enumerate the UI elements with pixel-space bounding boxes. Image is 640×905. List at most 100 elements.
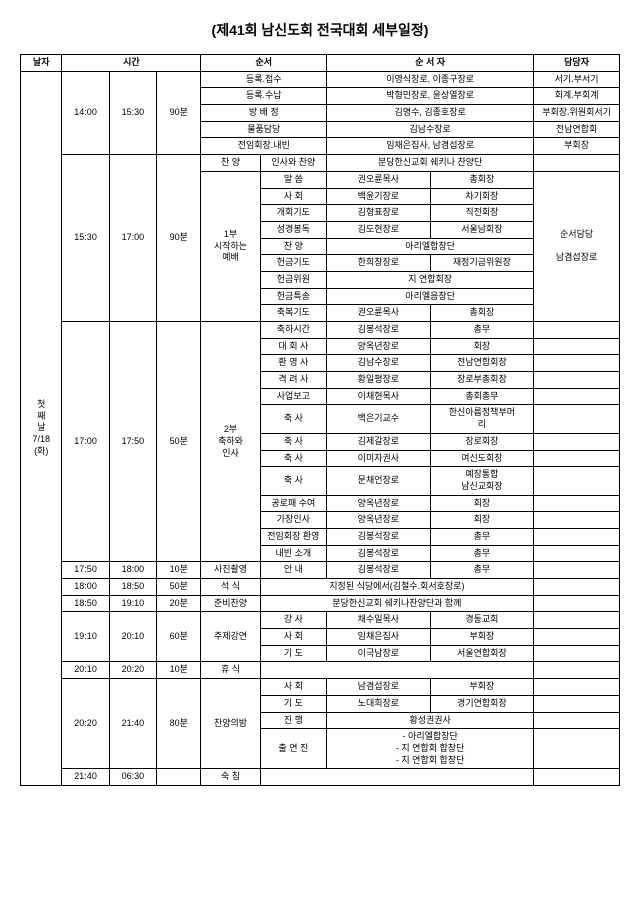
order-sub: 사 회	[260, 629, 327, 646]
order-sub: 개회기도	[260, 205, 327, 222]
presenter2: 직전회장	[430, 205, 534, 222]
time-dur: 60분	[157, 612, 201, 662]
order-main: 찬 양	[201, 155, 260, 172]
time-start: 20:10	[62, 662, 109, 679]
order-main: 2부축하와인사	[201, 322, 260, 562]
manager	[534, 679, 620, 696]
presenter: 분당한신교회 쉐키나 찬양단	[327, 155, 534, 172]
presenter	[260, 769, 534, 786]
order-main: 주제강연	[201, 612, 260, 662]
table-row: 20:2021:4080분찬양의밤사 회남겸섭장로부회장	[21, 679, 620, 696]
presenter: 황일평장로	[327, 372, 431, 389]
presenter: 노대희장로	[327, 695, 431, 712]
order-sub: 대 회 사	[260, 338, 327, 355]
h-date: 날자	[21, 55, 62, 72]
order-main: 숙 침	[201, 769, 260, 786]
order-main: 휴 식	[201, 662, 260, 679]
time-end: 06:30	[109, 769, 156, 786]
order-sub: 물품담당	[201, 121, 327, 138]
manager	[534, 388, 620, 405]
presenter: 박형민장로, 윤상열장로	[327, 88, 534, 105]
presenter2: 한신아름정책부머리	[430, 405, 534, 433]
page-title: (제41회 남신도회 전국대회 세부일정)	[20, 20, 620, 40]
presenter2: 전남연합회장	[430, 355, 534, 372]
presenter: 김제갈장로	[327, 433, 431, 450]
time-start: 14:00	[62, 71, 109, 154]
order-sub: 환 영 사	[260, 355, 327, 372]
order-sub: 헌금위원	[260, 271, 327, 288]
order-sub: 가장인사	[260, 512, 327, 529]
time-dur: 10분	[157, 562, 201, 579]
manager: 부회장	[534, 138, 620, 155]
time-end: 18:50	[109, 579, 156, 596]
presenter: 아리엘합창단	[327, 238, 534, 255]
presenter2: 회장	[430, 495, 534, 512]
presenter: 임채은집사, 남겸섭장로	[327, 138, 534, 155]
presenter: 아리엘음창단	[327, 288, 534, 305]
time-dur: 50분	[157, 322, 201, 562]
presenter: 김남수장로	[327, 355, 431, 372]
presenter2: 서울연합회장	[430, 645, 534, 662]
presenter: 황성권권사	[327, 712, 534, 729]
manager	[534, 712, 620, 729]
manager: 부회장.위원회서기	[534, 105, 620, 122]
manager	[534, 495, 620, 512]
order-sub: 사 회	[260, 188, 327, 205]
h-time: 시간	[62, 55, 201, 72]
presenter2: 재정기금위원장	[430, 255, 534, 272]
manager	[534, 355, 620, 372]
manager: 전남연합회	[534, 121, 620, 138]
order-sub: 진 행	[260, 712, 327, 729]
order-sub: 축복기도	[260, 305, 327, 322]
presenter: 김봉석장로	[327, 562, 431, 579]
presenter: 김형표장로	[327, 205, 431, 222]
presenter2: 부회장	[430, 679, 534, 696]
presenter2: 총회총무	[430, 388, 534, 405]
order-sub: 헌금특송	[260, 288, 327, 305]
order-sub: 찬 양	[260, 238, 327, 255]
time-dur: 90분	[157, 71, 201, 154]
presenter: 이채현목사	[327, 388, 431, 405]
manager	[534, 662, 620, 679]
presenter: 백은기교수	[327, 405, 431, 433]
time-end: 15:30	[109, 71, 156, 154]
manager: 순서담당남겸섭장로	[534, 171, 620, 321]
presenter: 한희창장로	[327, 255, 431, 272]
presenter: 양옥년장로	[327, 338, 431, 355]
manager	[534, 405, 620, 433]
time-end: 19:10	[109, 595, 156, 612]
manager	[534, 629, 620, 646]
presenter2: 장로회장	[430, 433, 534, 450]
time-end: 17:00	[109, 155, 156, 322]
presenter: 지정된 식당에서(김철수.회서호장로)	[260, 579, 534, 596]
presenter: 분당한신교회 쉐키나찬양단과 함께	[260, 595, 534, 612]
order-main: 사진촬영	[201, 562, 260, 579]
presenter: 지 연합회장	[327, 271, 534, 288]
presenter: 이극남장로	[327, 645, 431, 662]
manager	[534, 645, 620, 662]
order-sub: 인사와 찬양	[260, 155, 327, 172]
order-sub: 축하시간	[260, 322, 327, 339]
h-order: 순서	[201, 55, 327, 72]
manager	[534, 562, 620, 579]
order-main: 석 식	[201, 579, 260, 596]
table-row: 18:5019:1020분준비찬양분당한신교회 쉐키나찬양단과 함께	[21, 595, 620, 612]
order-sub: 등록.접수	[201, 71, 327, 88]
presenter2: 총무	[430, 322, 534, 339]
manager	[534, 450, 620, 467]
header-row: 날자 시간 순서 순 서 자 담당자	[21, 55, 620, 72]
presenter: 남겸섭장로	[327, 679, 431, 696]
manager	[534, 579, 620, 596]
presenter: 백윤기장로	[327, 188, 431, 205]
order-sub: 전임회장.내빈	[201, 138, 327, 155]
presenter	[260, 662, 534, 679]
presenter: 김봉석장로	[327, 528, 431, 545]
table-row: 21:4006:30숙 침	[21, 769, 620, 786]
presenter2: 서울남회장	[430, 221, 534, 238]
time-start: 15:30	[62, 155, 109, 322]
presenter: 권오륜목사	[327, 171, 431, 188]
presenter2: 여신도회장	[430, 450, 534, 467]
manager	[534, 322, 620, 339]
presenter2: 총무	[430, 528, 534, 545]
presenter: 김명수, 김종호장로	[327, 105, 534, 122]
